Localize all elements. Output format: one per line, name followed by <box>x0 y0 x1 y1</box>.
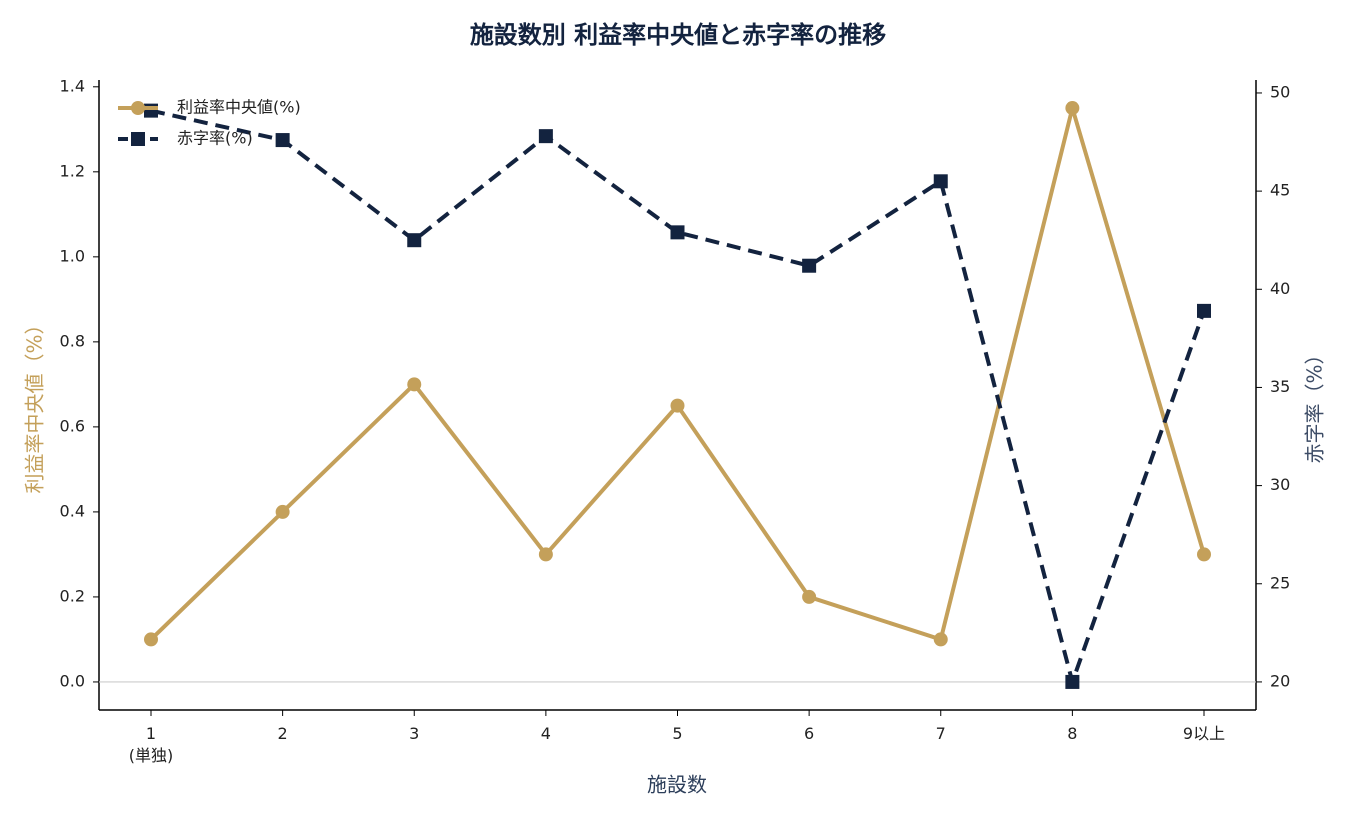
y2-tick-label: 35 <box>1270 377 1290 396</box>
y2-tick-label: 45 <box>1270 181 1290 200</box>
series-line <box>149 106 1206 642</box>
x-tick-label: 7 <box>936 724 946 743</box>
y2-tick-label: 30 <box>1270 475 1290 494</box>
data-point <box>144 103 158 118</box>
y-tick-label: 0.8 <box>60 331 85 350</box>
data-point <box>538 547 553 562</box>
data-point <box>933 174 948 189</box>
data-point <box>670 225 685 240</box>
x-tick-label: 8 <box>1067 724 1077 743</box>
y-tick-label: 0.0 <box>60 671 85 690</box>
y2-axis-label: 赤字率（%） <box>1303 344 1327 463</box>
x-tick-label: 9以上 <box>1183 724 1225 743</box>
data-point <box>275 504 290 519</box>
data-point <box>1065 101 1080 116</box>
series-line <box>150 108 1206 684</box>
legend-label: 利益率中央値(%) <box>177 98 301 117</box>
data-point <box>407 377 422 392</box>
data-point <box>933 632 948 647</box>
y2-tick-label: 50 <box>1270 82 1290 101</box>
x-tick-label: 1 (単独) <box>129 724 174 765</box>
y-axis-label: 利益率中央値（%） <box>23 314 47 493</box>
chart-title: 施設数別 利益率中央値と赤字率の推移 <box>470 21 886 49</box>
y-tick-label: 0.2 <box>60 586 85 605</box>
y-tick-label: 1.0 <box>60 246 85 265</box>
legend-marker <box>131 132 145 146</box>
data-point <box>670 398 685 413</box>
y-tick-label: 0.4 <box>60 501 85 520</box>
data-point <box>275 133 290 148</box>
y2-tick-label: 20 <box>1270 671 1290 690</box>
x-tick-label: 3 <box>409 724 419 743</box>
legend-marker <box>131 101 145 115</box>
x-axis-label: 施設数 <box>647 773 707 797</box>
data-point <box>1197 303 1211 318</box>
data-point <box>1065 674 1080 689</box>
data-point <box>802 258 817 273</box>
y2-tick-label: 40 <box>1270 279 1290 298</box>
y-tick-label: 1.2 <box>60 161 85 180</box>
data-point <box>1197 547 1211 562</box>
data-point <box>802 589 817 604</box>
x-tick-label: 5 <box>672 724 682 743</box>
x-tick-label: 2 <box>278 724 288 743</box>
data-point <box>407 233 422 248</box>
y2-tick-label: 25 <box>1270 573 1290 592</box>
x-tick-label: 4 <box>541 724 551 743</box>
y-tick-label: 1.4 <box>60 76 85 95</box>
data-point <box>144 632 158 647</box>
data-point <box>538 129 553 144</box>
legend-label: 赤字率(%) <box>177 129 253 148</box>
y-tick-label: 0.6 <box>60 416 85 435</box>
x-tick-label: 6 <box>804 724 814 743</box>
